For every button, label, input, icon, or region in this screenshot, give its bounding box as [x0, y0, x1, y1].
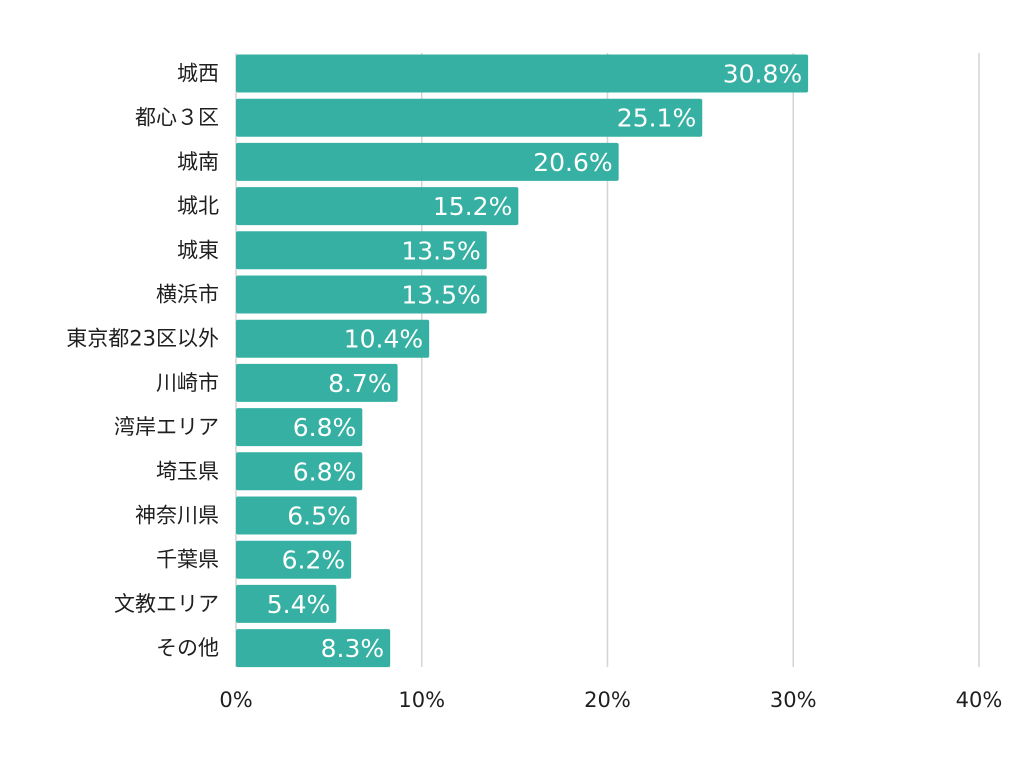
- bar: [236, 584, 337, 623]
- bar: [236, 142, 619, 181]
- bar: [236, 629, 391, 668]
- x-tick-label: 10%: [398, 688, 445, 712]
- bar-value-label: 6.8%: [293, 413, 357, 442]
- bar-value-label: 8.3%: [321, 634, 385, 663]
- x-tick-label: 20%: [584, 688, 631, 712]
- x-tick-label: 30%: [770, 688, 817, 712]
- x-tick-label: 0%: [219, 688, 252, 712]
- bar-value-label: 6.2%: [282, 546, 346, 575]
- bar-value-label: 25.1%: [617, 104, 696, 133]
- bar: [236, 363, 398, 402]
- category-label: 文教エリア: [114, 592, 219, 616]
- bar: [236, 540, 352, 579]
- bar: [236, 452, 363, 491]
- category-label: 神奈川県: [135, 504, 219, 528]
- category-label: 城北: [177, 194, 219, 218]
- category-label: 城東: [177, 238, 219, 262]
- bar-value-label: 13.5%: [401, 236, 480, 265]
- bar-value-label: 6.5%: [287, 502, 351, 531]
- value-labels: 30.8% 25.1%20.6% 15.2% 13.5% 13.5% 10.4% 8.7% 6…: [267, 60, 802, 664]
- bar-value-label: 5.4%: [267, 590, 331, 619]
- category-label: 城南: [177, 150, 219, 174]
- category-label: 東京都23区以外: [66, 327, 219, 351]
- category-label: 川崎市: [156, 371, 219, 395]
- bar-value-label: 20.6%: [533, 148, 612, 177]
- category-labels: 城西都心３区城南城北城東横浜市東京都23区以外川崎市湾岸エリア埼玉県神奈川県千葉…: [66, 62, 219, 661]
- bar: [236, 54, 809, 93]
- bar: [236, 319, 430, 358]
- category-label: その他: [156, 636, 219, 660]
- bar: [236, 275, 487, 314]
- bar: [236, 496, 357, 535]
- bar-value-label: 15.2%: [433, 192, 512, 221]
- category-label: 湾岸エリア: [114, 415, 219, 439]
- category-label: 千葉県: [156, 548, 219, 572]
- bars: [236, 54, 809, 668]
- category-label: 埼玉県: [156, 459, 219, 483]
- bar: [236, 187, 519, 226]
- x-axis-tick-labels: 0% 10% 20% 30% 40%: [219, 688, 1002, 712]
- bar-value-label: 8.7%: [328, 369, 392, 398]
- category-label: 城西: [177, 62, 219, 86]
- x-tick-label: 40%: [956, 688, 1003, 712]
- bar-value-label: 6.8%: [293, 457, 357, 486]
- bar: [236, 408, 363, 447]
- category-label: 横浜市: [156, 283, 219, 307]
- bar: [236, 98, 703, 137]
- bar-value-label: 13.5%: [401, 281, 480, 310]
- bar-value-label: 30.8%: [723, 60, 802, 89]
- category-label: 都心３区: [135, 106, 219, 130]
- bar: [236, 231, 487, 270]
- bar-value-label: 10.4%: [344, 325, 423, 354]
